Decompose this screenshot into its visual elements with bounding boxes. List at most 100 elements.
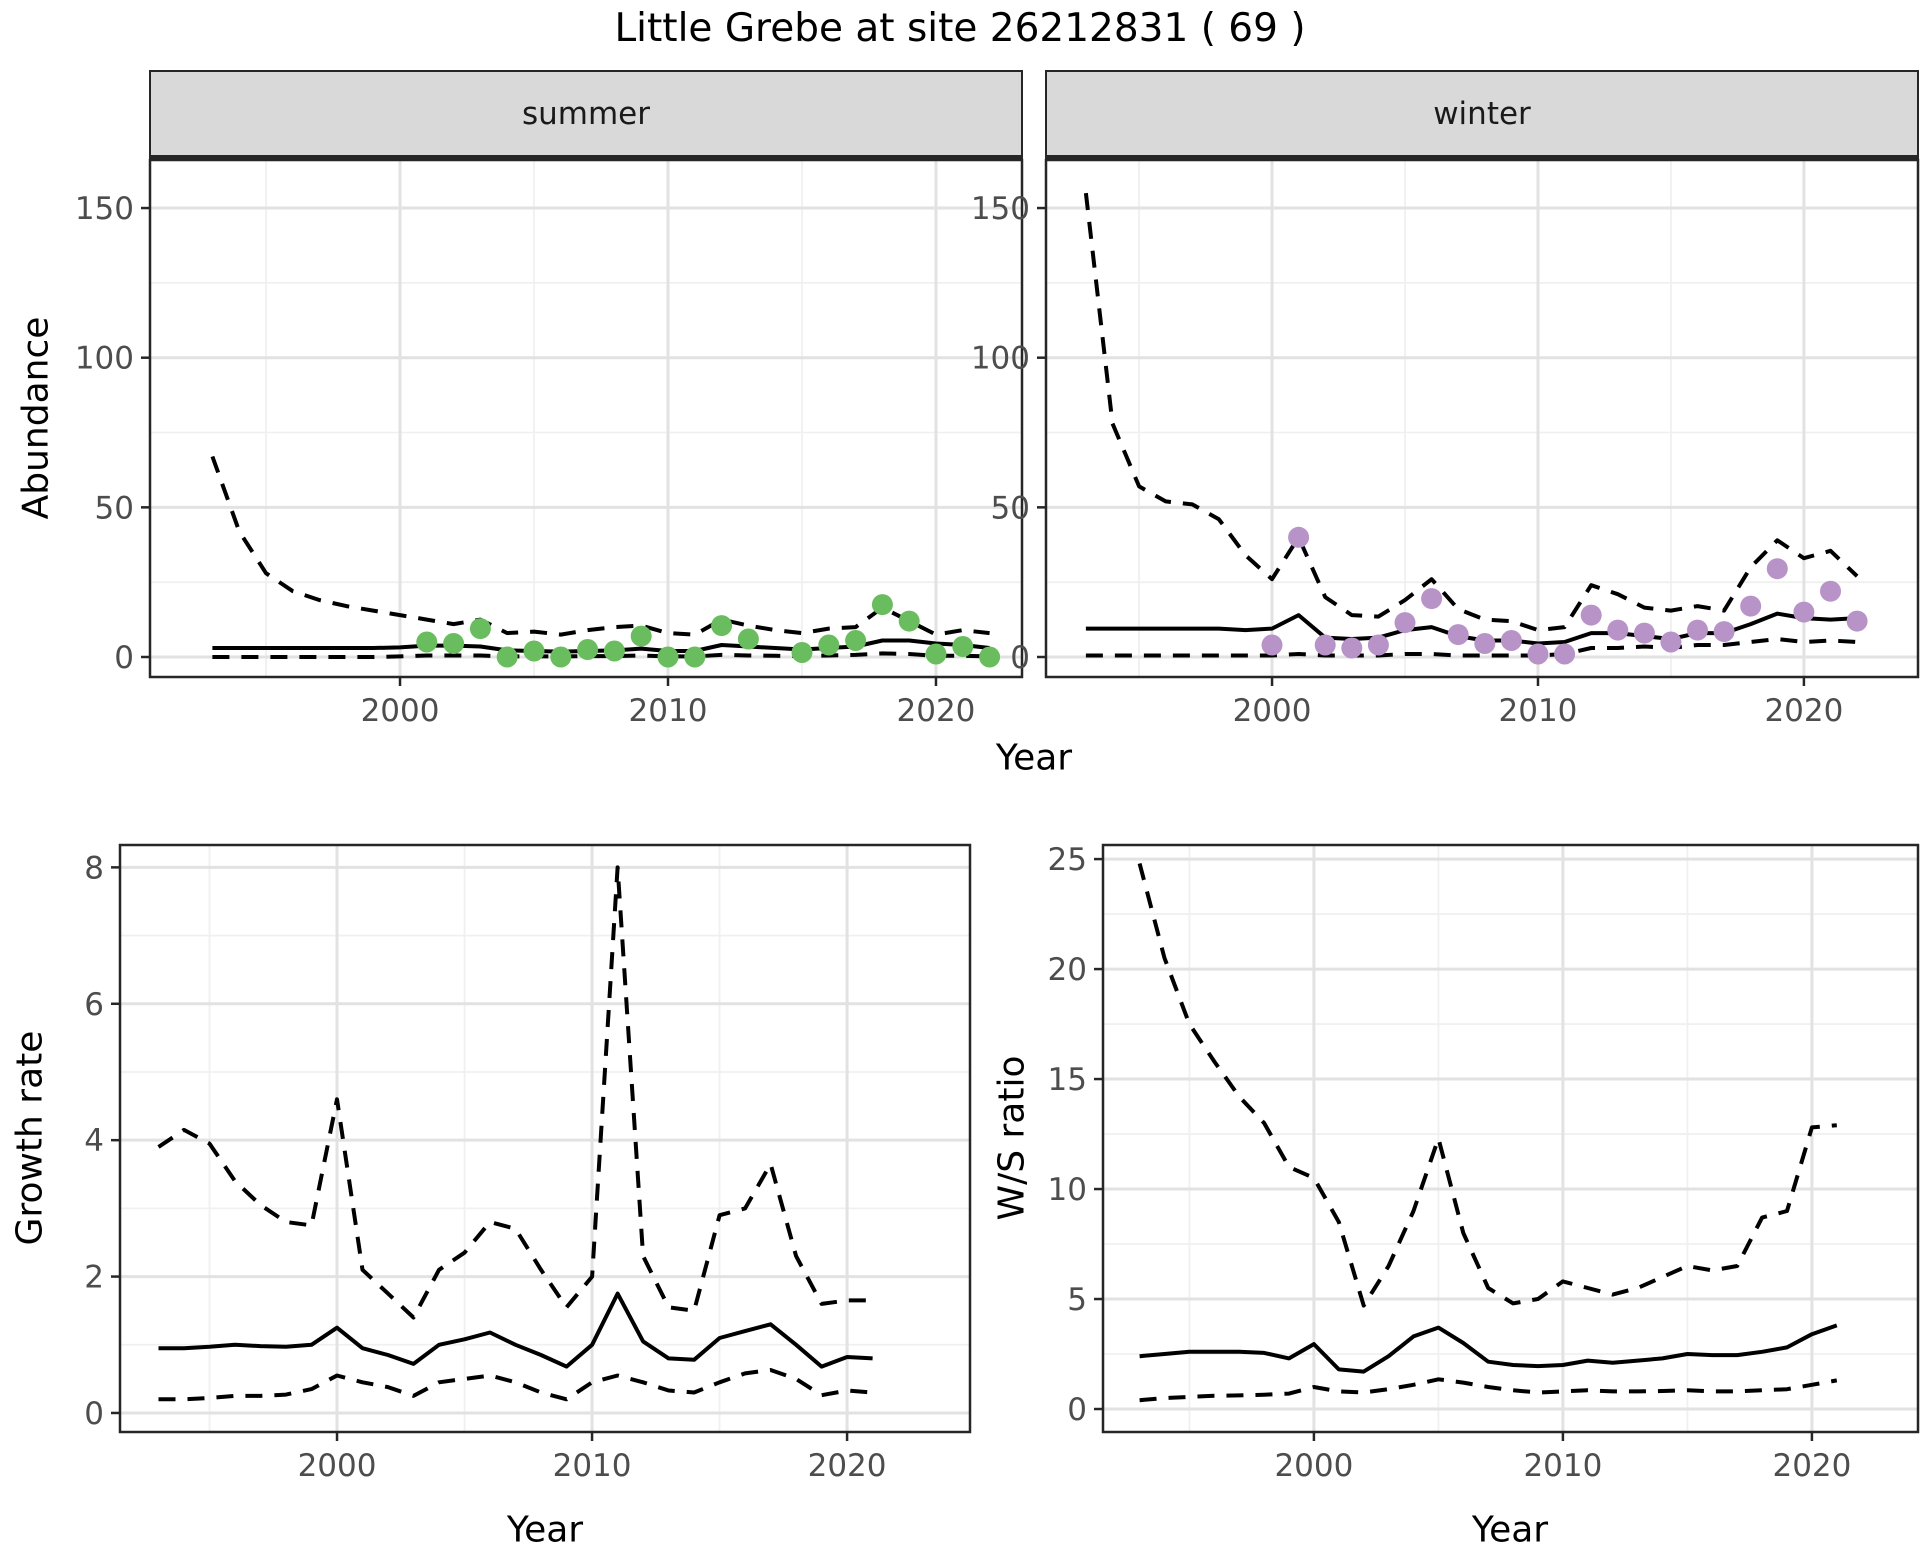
x-axis-title-year-top: Year [995,737,1073,779]
winter-upper-ci-line [1083,192,1859,633]
summer-upper-ci-line [210,455,990,637]
summer-point-2015 [791,642,813,663]
ws-axis: 2000 2010 2020 0 5 10 15 20 25 [1048,842,1852,1484]
winter-x-tick-label: 2000 [1233,693,1312,729]
winter-point-2022 [1846,610,1868,632]
ws-panel-border [1101,843,1920,1434]
ws-y-tick-label: 10 [1048,1172,1087,1208]
summer-y-tick-label: 100 [75,341,134,377]
facet-label-winter: winter [1433,95,1531,132]
summer-point-2020 [925,643,947,665]
winter-point-2014 [1633,622,1655,644]
summer-observed-points [416,594,1001,668]
x-axis-title-year-growth: Year [506,1509,584,1551]
summer-gridlines-minor [150,160,1022,677]
growth-median-line [158,1291,873,1369]
winter-axis: 2000 2010 2020 0 50 100 150 [971,191,1844,729]
winter-y-tick-label: 150 [971,191,1030,227]
summer-point-2022 [979,646,1001,668]
growth-y-tick-label: 6 [84,987,104,1023]
winter-point-2002 [1314,634,1336,656]
growth-upper-ci-line [157,865,873,1320]
summer-point-2006 [550,646,572,668]
summer-axis: 2000 2010 2020 0 50 100 150 [75,191,976,729]
ws-y-tick-label: 5 [1067,1282,1087,1318]
growth-panel: 2000 2010 2020 0 2 4 6 8 [84,843,972,1484]
summer-y-tick-label: 0 [114,640,134,676]
growth-x-tick-label: 2000 [298,1448,377,1484]
winter-point-2004 [1367,634,1389,656]
ws-y-tick-label: 25 [1048,842,1087,878]
winter-point-2018 [1740,595,1762,617]
summer-point-2002 [443,633,465,654]
ws-gridlines-minor [1103,845,1918,1432]
winter-gridlines-major [1046,160,1918,677]
y-axis-title-abundance: Abundance [15,316,57,520]
ws-x-tick-label: 2020 [1772,1448,1851,1484]
x-axis-title-year-ws: Year [1471,1509,1549,1551]
ws-y-tick-label: 15 [1048,1062,1087,1098]
winter-point-2019 [1766,558,1788,580]
winter-point-2003 [1341,637,1363,659]
summer-point-2008 [603,640,625,662]
winter-point-2012 [1580,604,1602,626]
growth-y-tick-label: 0 [84,1396,104,1432]
winter-x-tick-label: 2010 [1499,693,1578,729]
ws-y-tick-label: 20 [1048,952,1087,988]
growth-y-tick-label: 4 [84,1123,104,1159]
summer-point-2011 [684,646,706,668]
ws-x-tick-label: 2000 [1274,1448,1353,1484]
winter-point-2001 [1288,526,1310,548]
growth-lower-ci-line [158,1368,873,1402]
growth-series-lines [157,865,873,1402]
winter-gridlines-minor [1046,160,1918,677]
summer-point-2001 [416,631,438,653]
summer-point-2013 [737,628,759,650]
summer-lower-ci-line [212,651,990,659]
winter-point-2020 [1793,601,1815,623]
winter-lower-ci-line [1085,637,1858,658]
growth-y-tick-label: 8 [84,850,104,886]
growth-gridlines-minor [120,845,970,1432]
winter-point-2015 [1660,631,1682,653]
facet-strip-winter: winter [1045,70,1919,160]
winter-observed-points [1261,526,1868,665]
winter-point-2013 [1607,619,1629,641]
winter-point-2016 [1687,619,1708,641]
facet-strip-summer: summer [149,70,1023,160]
summer-panel: 2000 2010 2020 0 50 100 150 [75,158,1024,729]
summer-point-2009 [630,625,652,647]
ws-upper-ci-line [1137,862,1837,1308]
winter-point-2011 [1554,643,1576,665]
growth-gridlines-major [120,845,970,1432]
summer-point-2018 [871,594,893,616]
summer-point-2004 [496,646,518,668]
ws-median-line [1139,1323,1838,1374]
winter-x-tick-label: 2020 [1764,693,1843,729]
y-axis-title-growth-rate: Growth rate [9,1030,51,1246]
ws-x-tick-label: 2010 [1523,1448,1602,1484]
winter-panel: 2000 2010 2020 0 50 100 150 [971,158,1920,729]
ws-series-lines [1137,862,1838,1403]
winter-point-2005 [1394,612,1416,634]
y-axis-title-ws-ratio: W/S ratio [991,1055,1033,1221]
chart-title: Little Grebe at site 26212831 ( 69 ) [614,6,1306,51]
growth-axis: 2000 2010 2020 0 2 4 6 8 [84,850,886,1484]
ws-panel: 2000 2010 2020 0 5 10 15 20 25 [1048,842,1920,1484]
summer-x-tick-label: 2000 [361,693,440,729]
winter-y-tick-label: 50 [991,490,1030,526]
summer-point-2005 [523,640,545,662]
winter-y-tick-label: 0 [1010,640,1030,676]
summer-point-2012 [711,615,733,637]
winter-point-2010 [1527,643,1549,665]
summer-point-2003 [469,618,491,640]
summer-point-2007 [577,639,599,660]
summer-x-tick-label: 2010 [629,693,708,729]
winter-y-tick-label: 100 [971,341,1030,377]
growth-x-tick-label: 2010 [553,1448,632,1484]
growth-x-tick-label: 2020 [808,1448,887,1484]
summer-point-2017 [845,630,867,651]
growth-panel-border [118,843,972,1434]
summer-point-2021 [952,636,974,657]
